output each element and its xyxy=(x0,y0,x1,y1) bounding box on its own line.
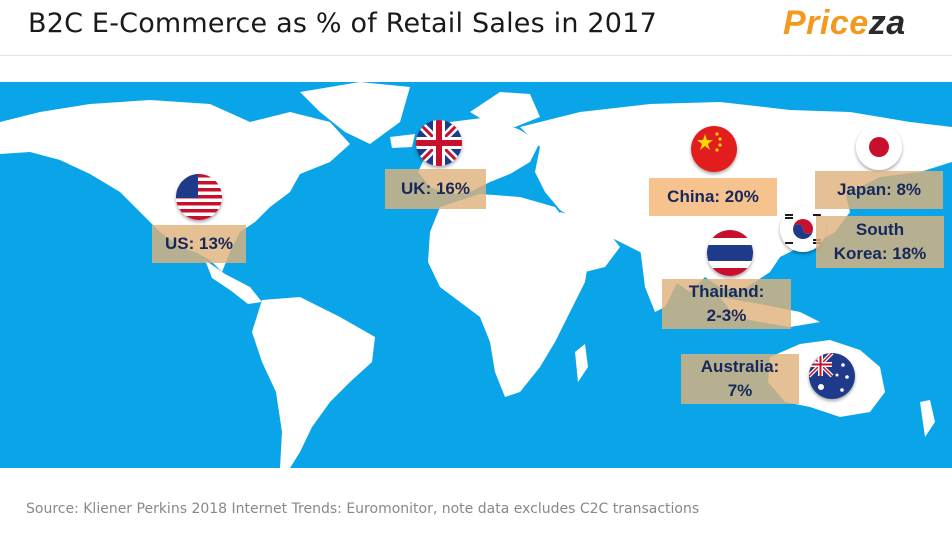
arabia xyxy=(560,212,620,272)
north-america xyxy=(0,100,350,272)
africa xyxy=(428,194,590,397)
china-label: China: 20% xyxy=(649,178,777,216)
uk-flag-icon xyxy=(416,120,462,166)
china-flag-icon xyxy=(691,126,737,172)
greenland xyxy=(300,82,410,144)
iceland xyxy=(390,134,415,148)
japan-label: Japan: 8% xyxy=(815,171,943,209)
priceza-logo: Priceza xyxy=(783,4,906,42)
thailand-label: Thailand: 2-3% xyxy=(662,279,791,329)
australia-flag-icon xyxy=(809,353,855,399)
us-flag-icon xyxy=(176,174,222,220)
world-map: US: 13% UK: 16% China: 20% Ja xyxy=(0,82,952,468)
south-korea-label: South Korea: 18% xyxy=(816,216,944,268)
page-title: B2C E-Commerce as % of Retail Sales in 2… xyxy=(28,8,657,39)
thailand-flag-icon xyxy=(707,230,753,276)
source-note: Source: Kliener Perkins 2018 Internet Tr… xyxy=(26,501,700,517)
australia-label: Australia: 7% xyxy=(681,354,799,404)
japan-flag-icon xyxy=(856,124,902,170)
new-zealand xyxy=(920,400,935,437)
us-label: US: 13% xyxy=(152,225,246,263)
header-divider xyxy=(0,55,952,56)
central-america xyxy=(205,260,262,304)
madagascar xyxy=(575,344,588,382)
scandinavia xyxy=(470,92,540,127)
uk-label: UK: 16% xyxy=(385,169,486,209)
south-america xyxy=(252,297,375,468)
continents xyxy=(0,82,952,468)
